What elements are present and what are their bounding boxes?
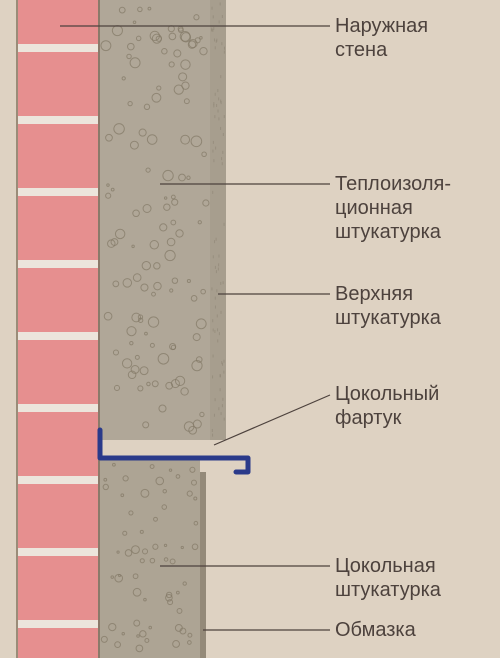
wall-section-diagram: НаружнаястенаТеплоизоля-ционнаяштукатурк…	[0, 0, 500, 658]
top-plaster-layer	[210, 0, 226, 440]
insulation-layer	[100, 0, 210, 440]
label-coating: Обмазка	[335, 619, 417, 641]
base-plaster-layer	[100, 458, 200, 658]
